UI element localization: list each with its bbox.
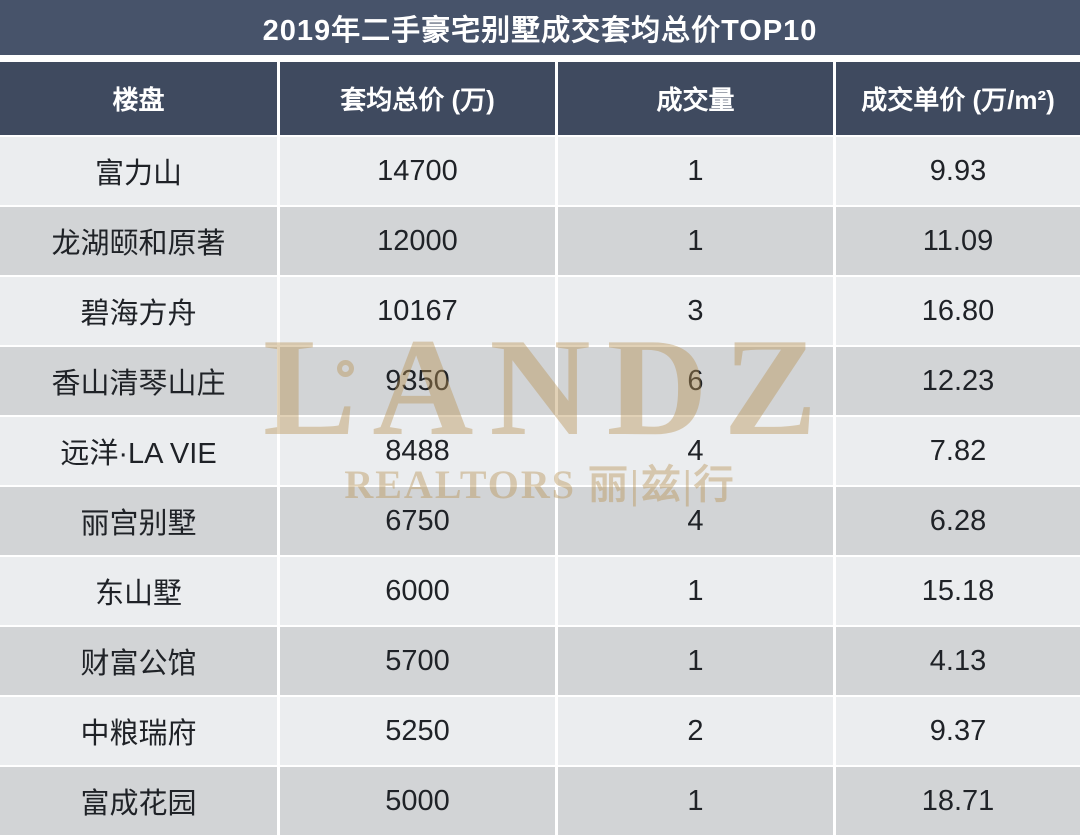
project-name-cell: 龙湖颐和原著 (0, 207, 277, 275)
avg-total-price-cell: 12000 (280, 207, 555, 275)
column-header-deal-count: 成交量 (558, 62, 833, 135)
avg-total-price-cell: 6000 (280, 557, 555, 625)
avg-total-price-cell: 5250 (280, 697, 555, 765)
avg-total-price-cell: 5700 (280, 627, 555, 695)
table-body: 富力山 14700 1 9.93 龙湖颐和原著 12000 1 11.09 碧海… (0, 137, 1080, 835)
column-header-avg-total-price: 套均总价 (万) (280, 62, 555, 135)
project-name-cell: 富成花园 (0, 767, 277, 835)
table-row: 东山墅 6000 1 15.18 (0, 557, 1080, 625)
project-name-cell: 中粮瑞府 (0, 697, 277, 765)
unit-price-cell: 4.13 (836, 627, 1080, 695)
avg-total-price-cell: 14700 (280, 137, 555, 205)
unit-price-cell: 11.09 (836, 207, 1080, 275)
column-header-project: 楼盘 (0, 62, 277, 135)
deal-count-cell: 6 (558, 347, 833, 415)
unit-price-cell: 7.82 (836, 417, 1080, 485)
deal-count-cell: 1 (558, 137, 833, 205)
deal-count-cell: 1 (558, 207, 833, 275)
table-row: 富力山 14700 1 9.93 (0, 137, 1080, 205)
table-row: 碧海方舟 10167 3 16.80 (0, 277, 1080, 345)
project-name-cell: 丽宫别墅 (0, 487, 277, 555)
table-row: 龙湖颐和原著 12000 1 11.09 (0, 207, 1080, 275)
unit-price-cell: 16.80 (836, 277, 1080, 345)
table-row: 财富公馆 5700 1 4.13 (0, 627, 1080, 695)
project-name-cell: 富力山 (0, 137, 277, 205)
title-bar: 2019年二手豪宅别墅成交套均总价TOP10 (0, 0, 1080, 55)
unit-price-cell: 6.28 (836, 487, 1080, 555)
project-name-cell: 东山墅 (0, 557, 277, 625)
table-row: 远洋·LA VIE 8488 4 7.82 (0, 417, 1080, 485)
deal-count-cell: 1 (558, 627, 833, 695)
table-header: 楼盘 套均总价 (万) 成交量 成交单价 (万/m²) (0, 62, 1080, 135)
unit-price-cell: 9.37 (836, 697, 1080, 765)
avg-total-price-cell: 9350 (280, 347, 555, 415)
unit-price-cell: 15.18 (836, 557, 1080, 625)
avg-total-price-cell: 6750 (280, 487, 555, 555)
column-header-unit-price: 成交单价 (万/m²) (836, 62, 1080, 135)
avg-total-price-cell: 10167 (280, 277, 555, 345)
title-divider (0, 55, 1080, 62)
deal-count-cell: 3 (558, 277, 833, 345)
project-name-cell: 财富公馆 (0, 627, 277, 695)
deal-count-cell: 4 (558, 417, 833, 485)
unit-price-cell: 18.71 (836, 767, 1080, 835)
table-row: 富成花园 5000 1 18.71 (0, 767, 1080, 835)
table-row: 丽宫别墅 6750 4 6.28 (0, 487, 1080, 555)
project-name-cell: 远洋·LA VIE (0, 417, 277, 485)
deal-count-cell: 2 (558, 697, 833, 765)
unit-price-cell: 12.23 (836, 347, 1080, 415)
avg-total-price-cell: 5000 (280, 767, 555, 835)
page-title: 2019年二手豪宅别墅成交套均总价TOP10 (262, 14, 818, 47)
project-name-cell: 香山清琴山庄 (0, 347, 277, 415)
deal-count-cell: 1 (558, 767, 833, 835)
avg-total-price-cell: 8488 (280, 417, 555, 485)
deal-count-cell: 4 (558, 487, 833, 555)
unit-price-cell: 9.93 (836, 137, 1080, 205)
table-row: 香山清琴山庄 9350 6 12.23 (0, 347, 1080, 415)
deal-count-cell: 1 (558, 557, 833, 625)
table-row: 中粮瑞府 5250 2 9.37 (0, 697, 1080, 765)
project-name-cell: 碧海方舟 (0, 277, 277, 345)
